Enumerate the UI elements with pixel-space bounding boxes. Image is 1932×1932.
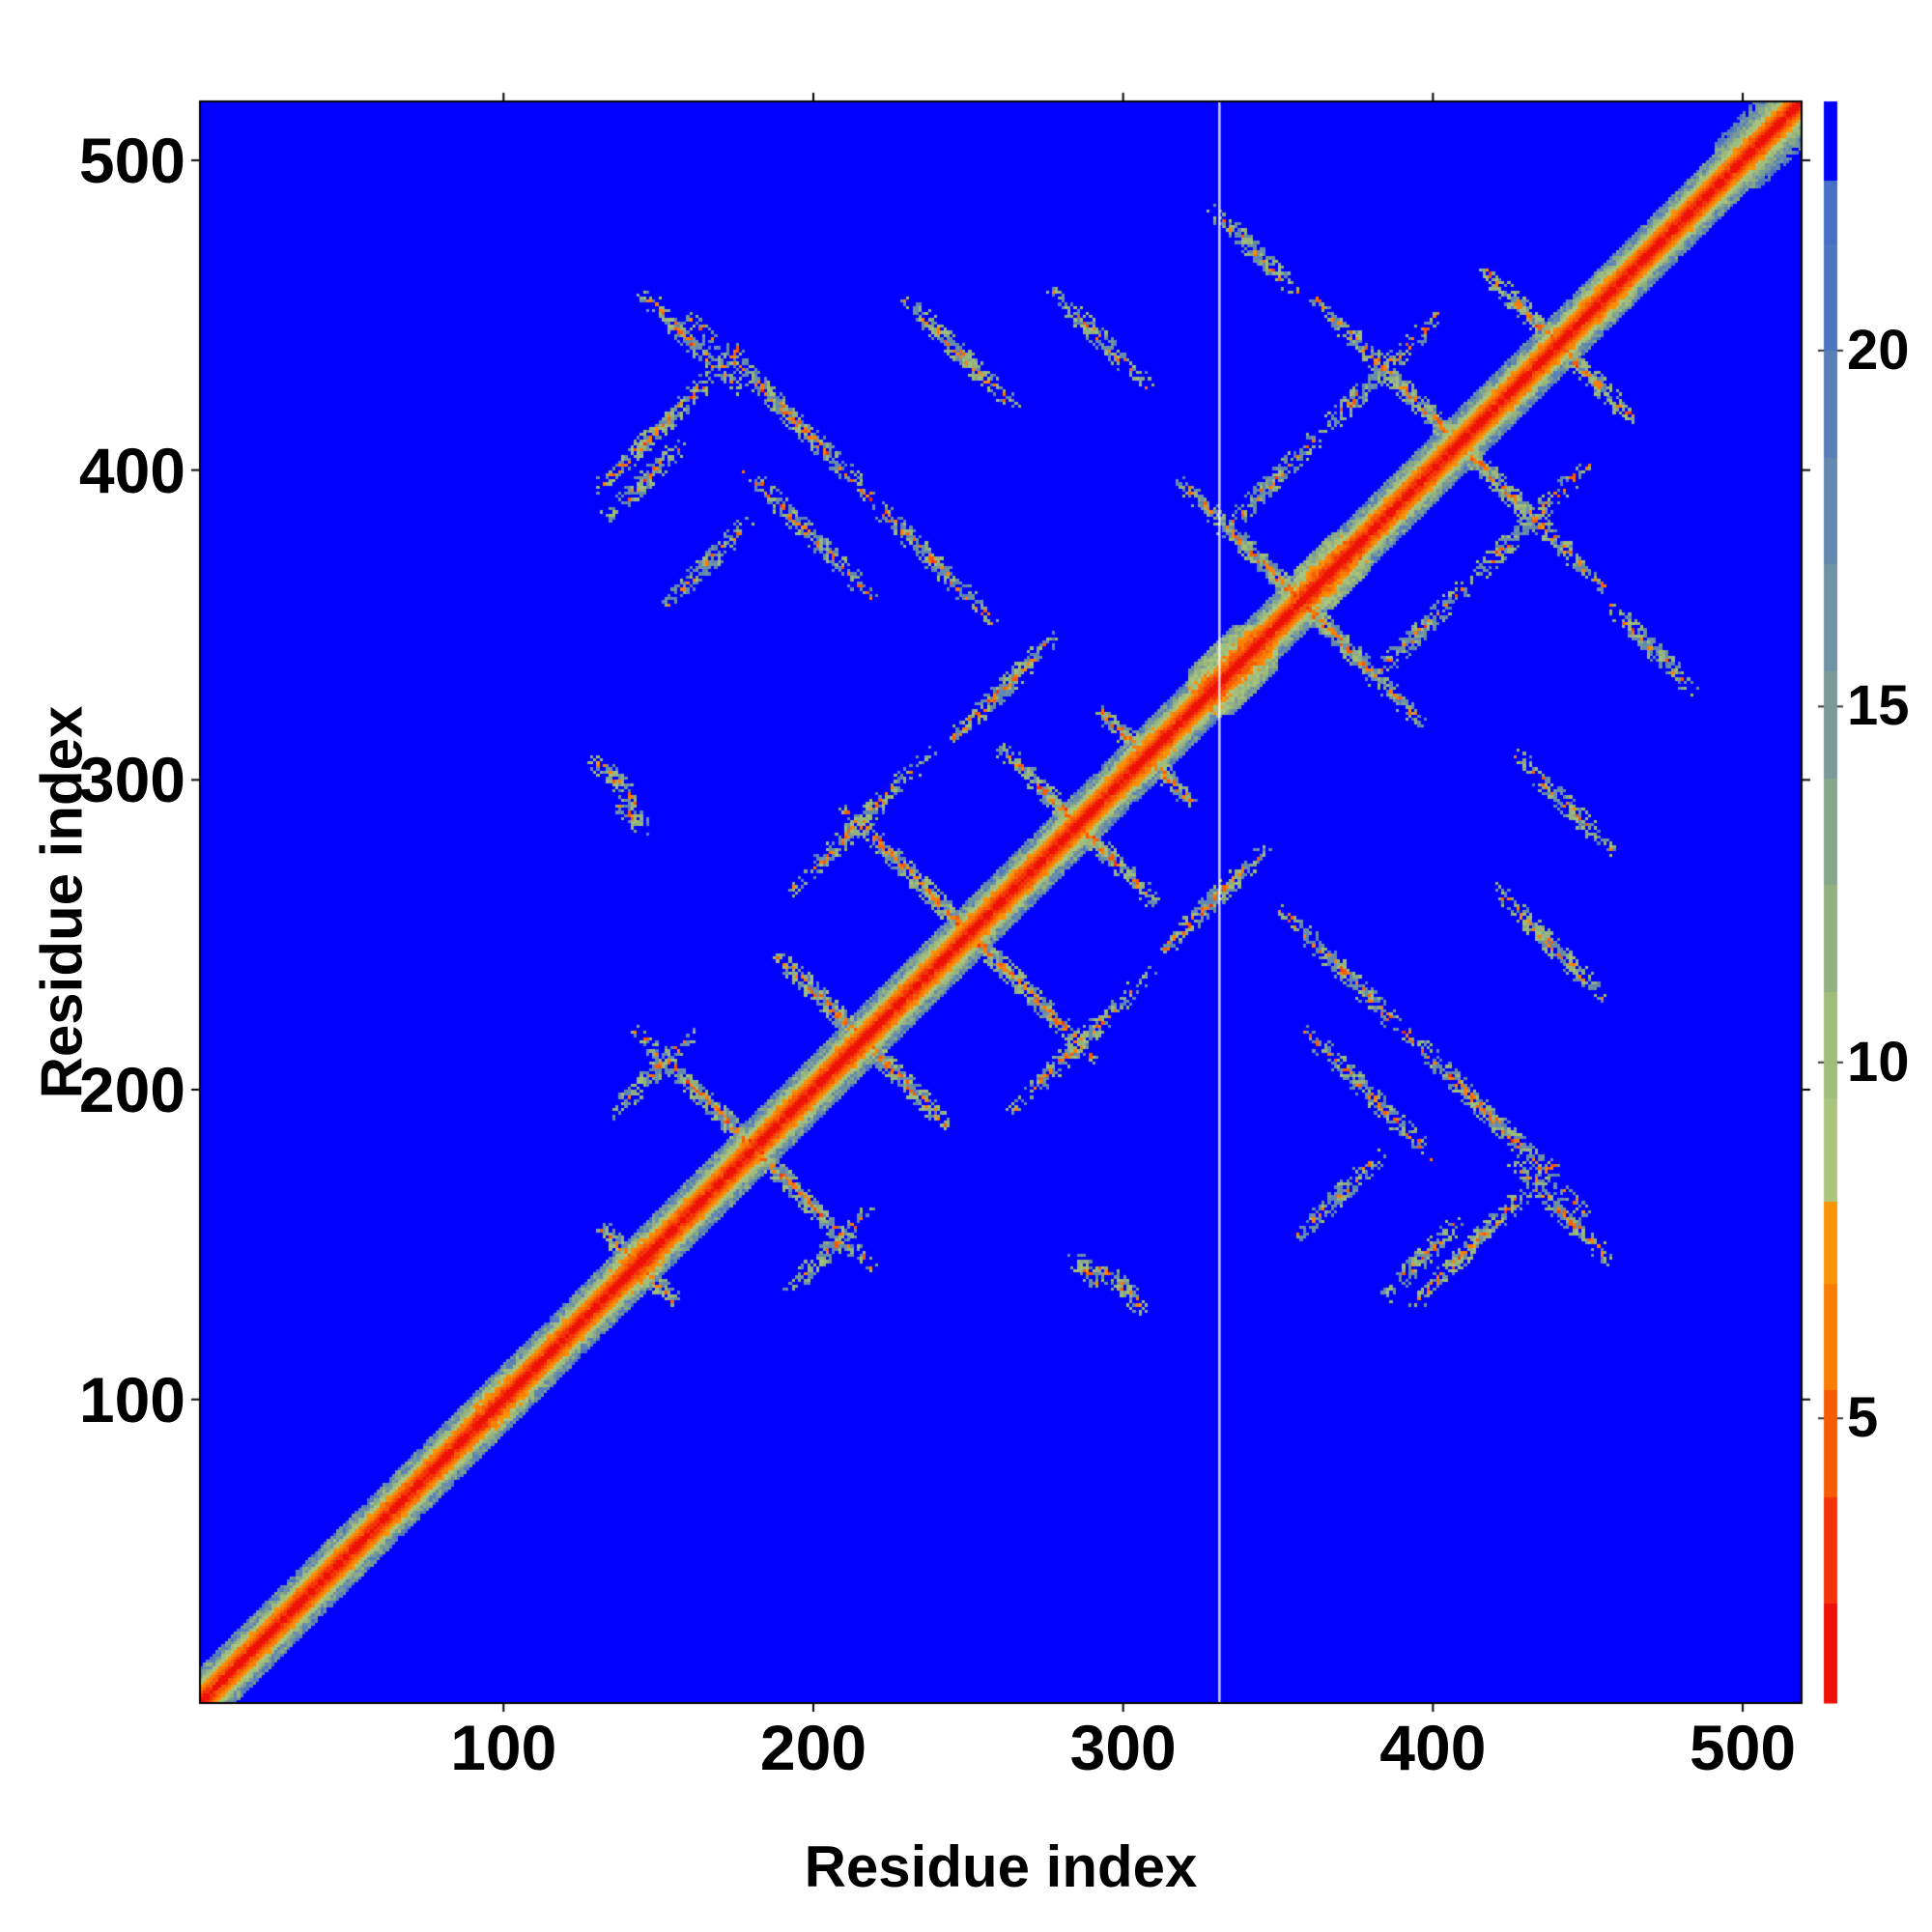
y-tick-label: 500 xyxy=(78,124,185,196)
x-tick-label: 100 xyxy=(450,1712,557,1783)
colorbar-tick-label: 5 xyxy=(1847,1386,1879,1450)
x-tick-label: 200 xyxy=(759,1712,867,1783)
y-tick-label: 200 xyxy=(78,1054,185,1126)
colorbar-tick-label: 15 xyxy=(1847,674,1910,738)
x-tick-label: 500 xyxy=(1690,1712,1797,1783)
x-tick-label: 300 xyxy=(1069,1712,1177,1783)
y-tick-label: 100 xyxy=(78,1363,185,1435)
colorbar-tick-label: 20 xyxy=(1847,318,1910,382)
x-tick-label: 400 xyxy=(1379,1712,1487,1783)
x-axis-title: Residue index xyxy=(804,1834,1198,1899)
y-tick-label: 400 xyxy=(78,434,185,506)
y-tick-label: 300 xyxy=(78,744,185,816)
colorbar-tick-label: 10 xyxy=(1847,1030,1910,1094)
